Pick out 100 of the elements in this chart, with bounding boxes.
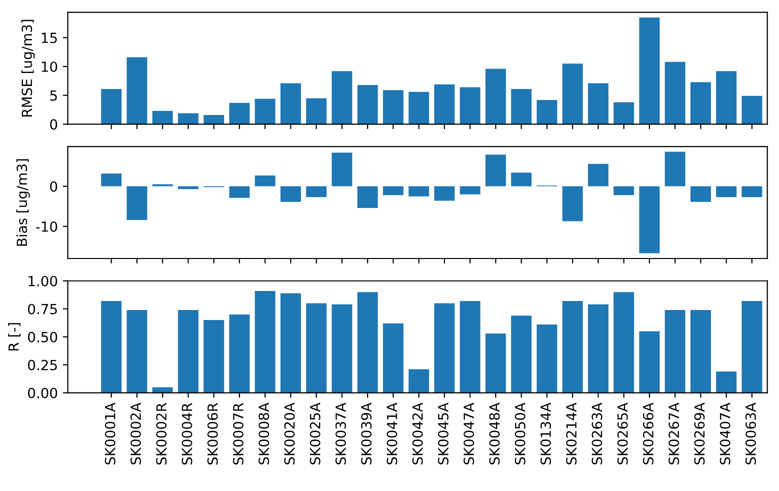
bar (126, 57, 148, 124)
x-tick-label: SK0048A (489, 402, 500, 464)
bar (588, 83, 608, 124)
bar (664, 310, 686, 393)
bar (664, 152, 686, 186)
bar (204, 114, 224, 124)
bar (485, 333, 506, 393)
bar (716, 71, 737, 124)
bar (254, 290, 276, 393)
x-tick-label: SK0037A (335, 402, 346, 464)
bar (511, 316, 532, 393)
bar (408, 369, 430, 393)
x-tick-label: SK0002A (130, 402, 141, 464)
bar (716, 372, 737, 393)
y-tick-label: 0.00 (28, 388, 58, 398)
x-tick-label: SK0001A (104, 402, 116, 464)
bar (178, 113, 198, 124)
bar (101, 301, 122, 393)
bar (254, 98, 276, 124)
y-axis-title: R [-] (8, 323, 21, 350)
x-tick-label: SK0063A (745, 402, 756, 464)
bar (614, 102, 634, 124)
bar (562, 186, 583, 222)
x-tick-label: SK0267A (668, 402, 680, 464)
bar (742, 301, 762, 393)
x-tick-label: SK0263A (592, 402, 602, 464)
bar (742, 186, 762, 198)
bar (178, 310, 198, 393)
bar (434, 84, 455, 124)
bar (511, 172, 532, 186)
bar (562, 64, 583, 124)
x-tick-label: SK0407A (720, 402, 730, 464)
bar (306, 303, 327, 393)
x-tick-label: SK0004R (182, 402, 192, 465)
y-tick-label: 5 (50, 90, 57, 101)
bar (382, 323, 404, 393)
bar (485, 68, 506, 124)
bar (434, 303, 455, 393)
bar (690, 186, 711, 202)
bar (101, 173, 122, 186)
bar (460, 186, 480, 194)
bar (280, 186, 301, 202)
x-tick-label: SK0002R (156, 402, 167, 465)
bar (101, 89, 122, 124)
bar (588, 164, 608, 186)
bar (716, 186, 737, 198)
bar (434, 186, 455, 201)
y-tick-label: 0 (50, 119, 58, 130)
bar (382, 90, 404, 124)
bar (460, 87, 480, 124)
bar (588, 304, 608, 393)
bar (306, 98, 327, 124)
bar (690, 82, 711, 124)
bar (126, 186, 148, 220)
bar (639, 331, 660, 393)
x-tick-label: SK0047A (464, 402, 474, 464)
bar (485, 154, 506, 186)
bar (204, 320, 224, 393)
y-tick-label: -10 (36, 221, 58, 232)
x-tick-label: SK0020A (284, 402, 295, 464)
y-tick-label: 0 (50, 181, 58, 192)
bar (306, 186, 327, 198)
bar (639, 186, 660, 254)
bar (639, 17, 660, 124)
x-tick-label: SK0266A (642, 402, 654, 464)
y-tick-label: 0.75 (28, 304, 57, 314)
bar (408, 92, 430, 124)
bar (562, 301, 583, 393)
bar (511, 89, 532, 124)
bar (332, 304, 352, 393)
bar (536, 100, 558, 124)
bar (254, 175, 276, 186)
bar (357, 84, 378, 124)
x-tick-label: SK0007R (232, 402, 244, 465)
y-tick-label: 0.25 (28, 360, 57, 370)
bar (280, 83, 301, 124)
bar (332, 71, 352, 124)
x-tick-label: SK0214A (566, 402, 577, 464)
bar (536, 324, 558, 393)
x-tick-label: SK0050A (514, 402, 526, 464)
bar (229, 314, 250, 393)
x-tick-label: SK0134A (540, 402, 551, 464)
bar (614, 186, 634, 196)
x-tick-label: SK0045A (438, 402, 448, 464)
bar (152, 110, 173, 124)
bar (742, 96, 762, 124)
y-tick-label: 15 (42, 32, 57, 44)
x-tick-label: SK0006R (207, 402, 218, 465)
x-tick-label: SK0265A (617, 402, 628, 464)
y-tick-label: 10 (42, 61, 58, 72)
bar (229, 102, 250, 124)
bar (690, 310, 711, 393)
y-tick-label: 0.50 (28, 332, 58, 342)
x-tick-label: SK0269A (694, 402, 705, 464)
bar (229, 186, 250, 198)
bar (664, 62, 686, 124)
bar (332, 152, 352, 186)
y-tick-label: 1.00 (28, 276, 58, 286)
bar (382, 186, 404, 196)
bar (357, 186, 378, 208)
